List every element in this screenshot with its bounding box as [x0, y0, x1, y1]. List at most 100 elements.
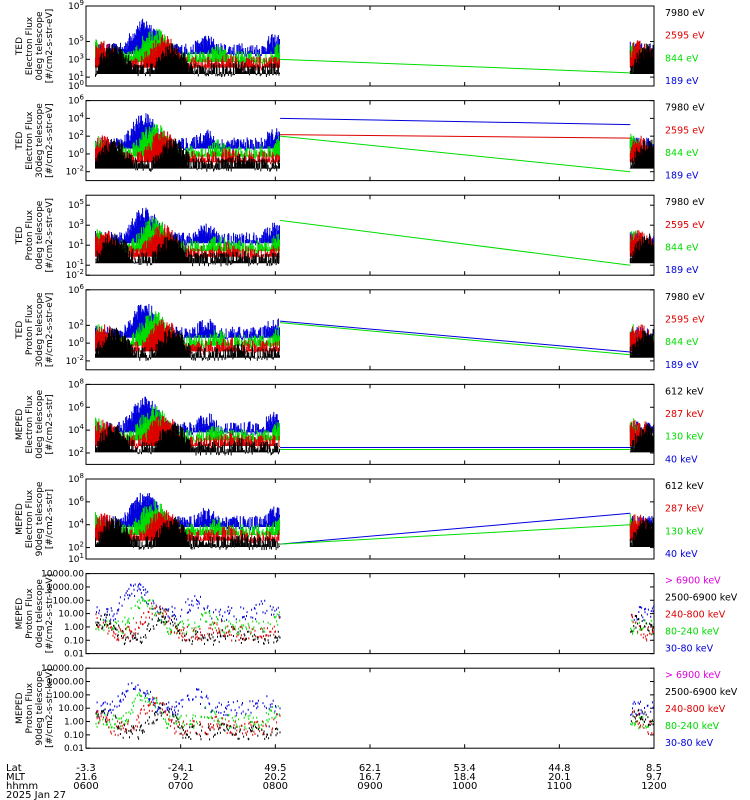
legend-label: > 6900 keV [665, 576, 721, 587]
y-tick-label: 100.00 [53, 691, 85, 701]
y-tick-label: 101 [68, 238, 84, 251]
series-612-kev [629, 517, 654, 547]
series-7980-ev [95, 43, 280, 78]
y-axis-label-line: [#/cm2-s-str] [45, 489, 55, 549]
xaxis-tick-hhmm: 0900 [357, 781, 382, 792]
legend-label: 240-800 keV [665, 610, 726, 621]
xaxis-tick-mlt: 16.7 [359, 772, 381, 783]
series-240-800-kev [630, 613, 654, 642]
series-240-800-kev [96, 696, 281, 737]
legend-label: 612 keV [665, 386, 704, 397]
series-2500-6900-kev [95, 608, 281, 646]
series-group [95, 582, 654, 646]
legend-label: 7980 eV [665, 103, 705, 114]
y-tick-label: 104 [68, 111, 84, 124]
gap-interpolation-line [280, 320, 631, 353]
series-7980-ev [629, 233, 654, 264]
y-axis-label-line: [#/cm2-s-str-eV] [45, 9, 55, 84]
legend-label: 844 eV [665, 148, 699, 159]
xaxis-tick-mlt: 20.2 [264, 772, 286, 783]
series-7980-ev [95, 233, 280, 267]
legend-label: 189 eV [665, 360, 699, 371]
xaxis-tick-lat: 44.8 [548, 763, 570, 774]
y-axis-label-line: TED [15, 37, 25, 56]
y-axis-label-line: Proton Flux [25, 682, 35, 733]
xaxis-tick-hhmm: 1200 [641, 781, 666, 792]
y-tick-label: 100.00 [53, 596, 85, 606]
xaxis-tick-hhmm: 0800 [263, 781, 288, 792]
legend-label: 844 eV [665, 243, 699, 254]
panel-7: 0.010.101.0010.00100.001000.0010000.00ME… [15, 570, 738, 660]
gap-interpolation-line [280, 512, 631, 545]
legend-label: 287 keV [665, 504, 704, 515]
y-tick-label: 10-2 [66, 165, 84, 178]
series-2500-6900-kev [630, 614, 654, 635]
legend-label: 2595 eV [665, 31, 705, 42]
panel-frame [85, 573, 655, 655]
y-axis-label-line: [#/cm2-s-str-eV] [45, 198, 55, 273]
y-axis-label-line: MEPED [15, 692, 25, 724]
legend-label: 844 eV [665, 53, 699, 64]
y-axis-label-line: Proton Flux [25, 588, 35, 639]
xaxis-tick-hhmm: 0700 [168, 781, 193, 792]
series-group [95, 493, 654, 551]
y-axis-label-line: Proton Flux [25, 209, 35, 260]
y-tick-label: 102 [68, 129, 84, 142]
y-axis-label-line: Proton Flux [25, 304, 35, 355]
y-tick-label: 0.01 [64, 650, 84, 660]
series-2500-6900-kev [630, 708, 654, 730]
y-axis-label-line: 90deg telescope [35, 481, 45, 556]
xaxis-tick-lat: 62.1 [359, 763, 381, 774]
y-axis-label-line: 0deg telescope [35, 200, 45, 270]
series-612-kev [95, 516, 280, 551]
gap-interpolation-line [280, 134, 631, 139]
y-axis-label-line: [#/cm2-s-str-eV] [45, 103, 55, 178]
panel-2: 10-2 100 102 104 106 TED Electron Flux 30deg te… [15, 94, 705, 182]
legend-label: 2500-6900 keV [665, 593, 738, 604]
xaxis-tick-lat: 8.5 [646, 763, 662, 774]
y-tick-label: 106 [68, 400, 84, 413]
xaxis-tick-hhmm: 1100 [547, 781, 572, 792]
gap-interpolation-line [280, 117, 631, 126]
series-7980-ev [629, 139, 654, 169]
series-30-80-kev [631, 605, 654, 622]
legend-label: 80-240 keV [665, 627, 720, 638]
series-612-kev [629, 423, 654, 453]
series-group [95, 113, 654, 173]
gap-interpolation-line [280, 524, 631, 545]
y-tick-label: 103 [68, 52, 84, 65]
y-tick-label: 108 [68, 472, 84, 485]
series-7980-ev [95, 327, 280, 361]
y-tick-label: 103 [68, 218, 84, 231]
y-axis-label-line: 90deg telescope [35, 670, 45, 745]
y-tick-label: 108 [68, 377, 84, 390]
legend-label: 2500-6900 keV [665, 687, 738, 698]
y-tick-label: 109 [68, 0, 84, 12]
xaxis-tick-lat: 53.4 [454, 763, 476, 774]
y-tick-label: 1000.00 [47, 583, 84, 593]
y-tick-label: 10.00 [58, 704, 84, 714]
y-tick-label: 100 [68, 147, 84, 160]
legend-label: 287 keV [665, 409, 704, 420]
y-tick-label: 1000.00 [47, 678, 84, 688]
gap-interpolation-line [280, 322, 631, 356]
legend-label: 612 keV [665, 481, 704, 492]
gap-interpolation-line [280, 219, 631, 266]
panel-5: 102 104 106 108 MEPED Electron Flux 0deg teles… [15, 377, 704, 465]
legend-label: 80-240 keV [665, 721, 720, 732]
y-axis-label-line: TED [15, 131, 25, 150]
y-tick-label: 10000.00 [41, 664, 84, 674]
y-tick-label: 1.00 [64, 718, 84, 728]
y-tick-label: 101 [68, 552, 84, 565]
legend-label: 189 eV [665, 76, 699, 87]
xaxis-tick-mlt: 9.7 [646, 772, 662, 783]
xaxis-date: 2025 Jan 27 [6, 790, 66, 800]
panel-4: 10-2 100 102 106 TED Proton Flux 30deg telesco… [15, 283, 705, 371]
series-189-ev [95, 304, 280, 341]
series-30-80-kev [96, 582, 281, 622]
y-axis-label: TED Proton Flux 30deg telescope [#/cm2-s-st… [15, 292, 55, 367]
xaxis-tick-lat: 49.5 [264, 763, 286, 774]
